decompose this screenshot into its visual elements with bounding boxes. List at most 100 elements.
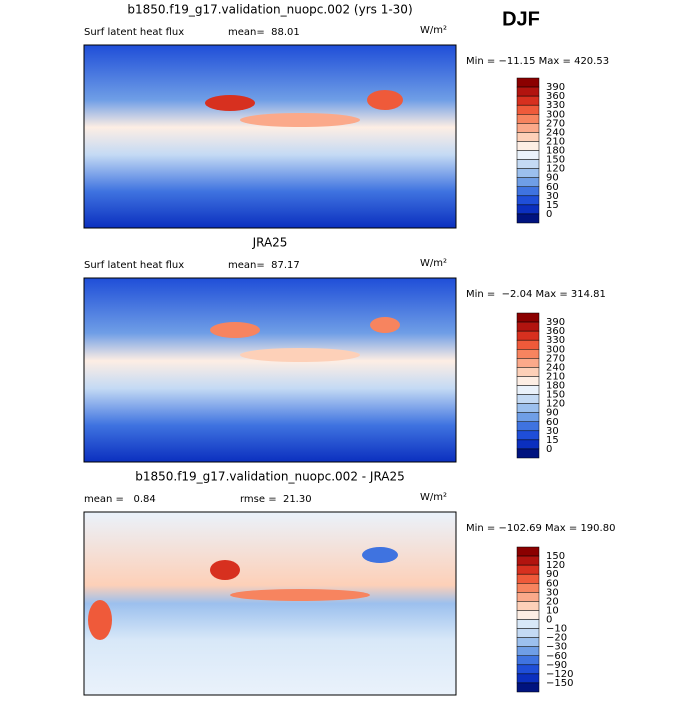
- colorbar-label: 10: [546, 605, 559, 616]
- stat-label: mean= 87.17: [228, 260, 300, 271]
- colorbar-box: [516, 204, 540, 215]
- colorbar-label: 120: [546, 164, 565, 175]
- colorbar-box: [516, 664, 540, 675]
- colorbar-box: [516, 673, 540, 684]
- colorbar-box: [516, 385, 540, 395]
- colorbar-label: −10: [546, 624, 567, 635]
- colorbar-label: 0: [546, 444, 552, 455]
- colorbar-box: [516, 583, 540, 593]
- colorbar-label: 90: [546, 408, 559, 419]
- colorbar-box: [516, 77, 540, 88]
- colorbar-box: [516, 546, 540, 557]
- colorbar-box: [516, 177, 540, 187]
- colorbar-box: [516, 349, 540, 359]
- colorbar-label: 30: [546, 426, 559, 437]
- colorbar-box: [516, 655, 540, 666]
- colorbar-label: 240: [546, 362, 565, 373]
- colorbar-label: 15: [546, 200, 559, 211]
- colorbar-box: [516, 376, 540, 386]
- map-3: [83, 511, 457, 696]
- map-1: [83, 44, 457, 229]
- colorbar-box: [516, 150, 540, 160]
- colorbar-box: [516, 448, 540, 459]
- colorbar-box: [516, 646, 540, 656]
- colorbar-box: [516, 421, 540, 432]
- colorbar-box: [516, 592, 540, 602]
- min-max: Min = −11.15 Max = 420.53: [466, 56, 609, 67]
- colorbar-label: 210: [546, 136, 565, 147]
- colorbar-label: 300: [546, 344, 565, 355]
- map-2: [83, 277, 457, 463]
- colorbar-label: 120: [546, 560, 565, 571]
- colorbar-label: 60: [546, 578, 559, 589]
- colorbar-label: 150: [546, 155, 565, 166]
- colorbar-box: [516, 573, 540, 584]
- colorbar-label: 150: [546, 551, 565, 562]
- colorbar-label: 390: [546, 317, 565, 328]
- colorbar-box: [516, 682, 540, 693]
- colorbar-box: [516, 394, 540, 404]
- colorbar-label: 30: [546, 587, 559, 598]
- colorbar-label: −150: [546, 678, 573, 689]
- colorbar-box: [516, 564, 540, 575]
- units: W/m²: [420, 258, 447, 269]
- colorbar-box: [516, 610, 540, 620]
- colorbar-label: 60: [546, 417, 559, 428]
- colorbar-box: [516, 213, 540, 224]
- colorbar-box: [516, 132, 540, 142]
- colorbar-box: [516, 104, 540, 115]
- left-label: Surf latent heat flux: [84, 27, 184, 38]
- colorbar-label: 390: [546, 82, 565, 93]
- colorbar-box: [516, 637, 540, 647]
- stat-label: mean= 88.01: [228, 27, 300, 38]
- min-max: Min = −2.04 Max = 314.81: [466, 289, 606, 300]
- stat-label: rmse = 21.30: [240, 494, 312, 505]
- panel-title: b1850.f19_g17.validation_nuopc.002 - JRA…: [135, 470, 405, 484]
- units: W/m²: [420, 492, 447, 503]
- colorbar-box: [516, 186, 540, 197]
- colorbar-box: [516, 86, 540, 97]
- colorbar-label: 90: [546, 173, 559, 184]
- colorbar-label: 210: [546, 371, 565, 382]
- colorbar-box: [516, 123, 540, 133]
- min-max: Min = −102.69 Max = 190.80: [466, 523, 615, 534]
- colorbar-label: 180: [546, 381, 565, 392]
- colorbar-box: [516, 195, 540, 206]
- colorbar-label: −120: [546, 669, 573, 680]
- colorbar-box: [516, 141, 540, 151]
- units: W/m²: [420, 25, 447, 36]
- colorbar-label: 330: [546, 100, 565, 111]
- colorbar-label: 20: [546, 596, 559, 607]
- colorbar-box: [516, 555, 540, 566]
- colorbar-label: 0: [546, 615, 552, 626]
- colorbar-box: [516, 312, 540, 323]
- panel-title: b1850.f19_g17.validation_nuopc.002 (yrs …: [127, 3, 412, 17]
- colorbar-label: 180: [546, 146, 565, 157]
- colorbar-box: [516, 321, 540, 332]
- colorbar-box: [516, 330, 540, 341]
- colorbar-label: 330: [546, 335, 565, 346]
- season: DJF: [502, 8, 540, 30]
- colorbar-label: 300: [546, 109, 565, 120]
- colorbar-label: 90: [546, 569, 559, 580]
- colorbar-box: [516, 619, 540, 629]
- colorbar-box: [516, 95, 540, 106]
- colorbar-box: [516, 439, 540, 450]
- colorbar-label: 270: [546, 353, 565, 364]
- colorbar-label: 60: [546, 182, 559, 193]
- colorbar-label: 360: [546, 91, 565, 102]
- colorbar-label: −90: [546, 660, 567, 671]
- left-label: mean = 0.84: [84, 494, 156, 505]
- colorbar-label: 30: [546, 191, 559, 202]
- colorbar-box: [516, 601, 540, 611]
- colorbar-box: [516, 168, 540, 178]
- colorbar-label: −20: [546, 633, 567, 644]
- colorbar-label: 0: [546, 209, 552, 220]
- colorbar-label: 150: [546, 390, 565, 401]
- left-label: Surf latent heat flux: [84, 260, 184, 271]
- colorbar-box: [516, 367, 540, 377]
- colorbar-box: [516, 430, 540, 441]
- colorbar-box: [516, 358, 540, 368]
- colorbar-box: [516, 403, 540, 413]
